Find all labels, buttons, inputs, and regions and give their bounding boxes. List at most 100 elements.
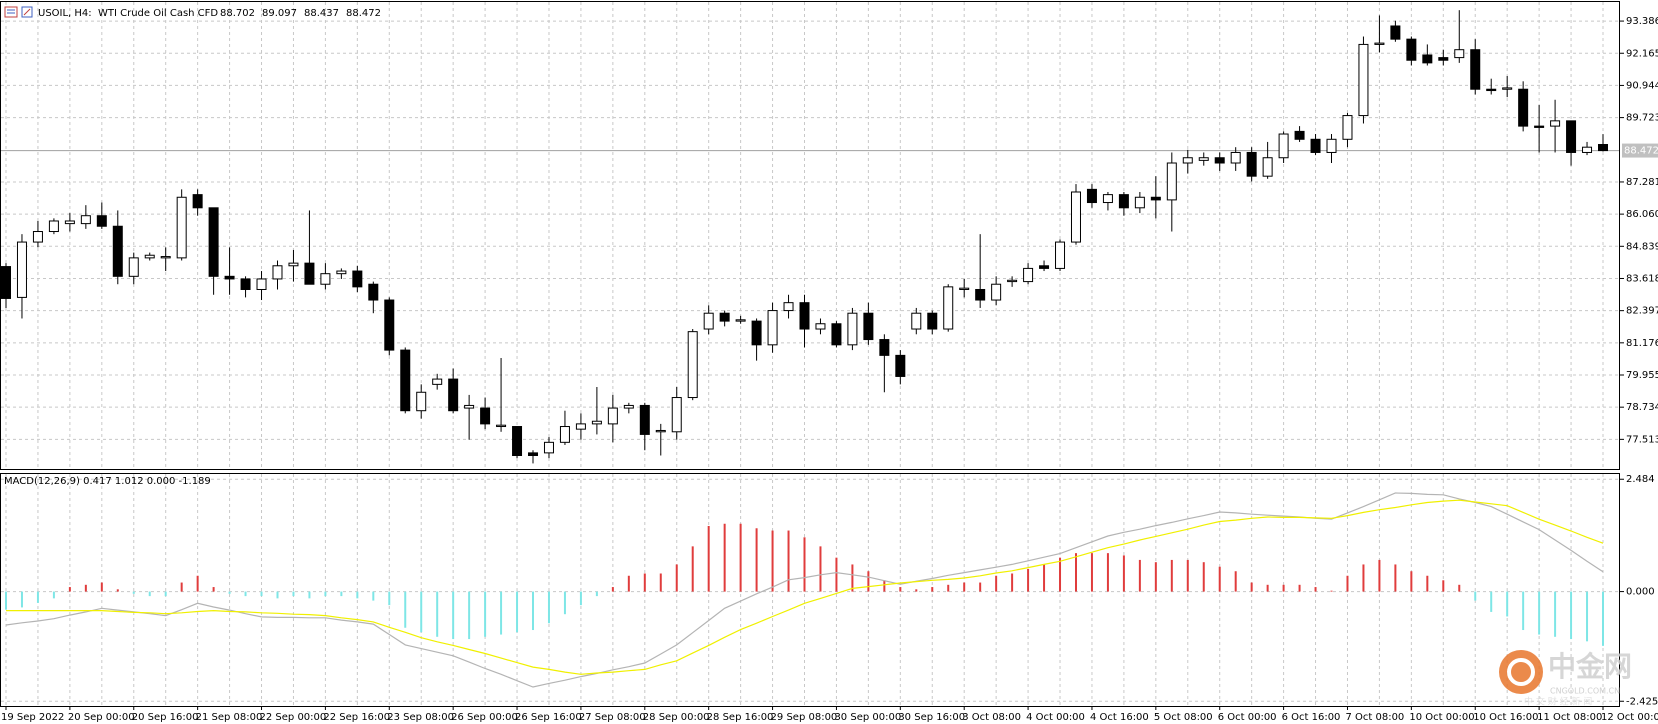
candle-body bbox=[80, 215, 91, 225]
x-tick-label: 28 Sep 16:00 bbox=[707, 712, 774, 723]
icon-box bbox=[4, 6, 18, 18]
candle-body bbox=[128, 257, 139, 277]
candle-body bbox=[735, 319, 746, 322]
x-tick-label: 30 Sep 00:00 bbox=[834, 712, 901, 723]
y-tick-label: 83.618 bbox=[1626, 273, 1658, 284]
watermark-tagline: 中 文 财 经 新 闻 bbox=[1524, 696, 1592, 708]
candle-body bbox=[1470, 49, 1481, 90]
x-tick-label: 11 Oct 08:00 bbox=[1537, 712, 1602, 723]
candle-body bbox=[1246, 151, 1257, 177]
indicator-line bbox=[6, 499, 1604, 675]
icon-line bbox=[23, 8, 31, 16]
x-tick-label: 29 Sep 08:00 bbox=[771, 712, 838, 723]
candle-body bbox=[1294, 130, 1305, 140]
macd-pane-frame bbox=[0, 473, 1620, 707]
candle-body bbox=[879, 339, 890, 356]
candle-body bbox=[528, 452, 539, 457]
candle-body bbox=[863, 312, 874, 341]
candle-body bbox=[1598, 144, 1608, 152]
candle-body bbox=[975, 288, 986, 301]
candle-body bbox=[719, 312, 730, 322]
x-tick-label: 4 Oct 16:00 bbox=[1090, 712, 1149, 723]
candle-body bbox=[1534, 125, 1545, 128]
candle-body bbox=[1230, 151, 1241, 164]
candle-body bbox=[32, 231, 43, 243]
candle-body bbox=[272, 265, 283, 280]
mark-layer bbox=[1, 10, 1620, 688]
candle-body bbox=[1023, 267, 1034, 283]
symbol-description: WTI Crude Oil Cash CFD bbox=[98, 8, 218, 19]
candle-body bbox=[847, 312, 858, 346]
candle-body bbox=[703, 312, 714, 330]
candle-body bbox=[160, 256, 171, 259]
candle-body bbox=[1262, 157, 1273, 177]
y-tick-label: 81.176 bbox=[1626, 338, 1658, 349]
last-price-tag bbox=[1622, 143, 1658, 158]
candle-body bbox=[1406, 38, 1417, 61]
candle-body bbox=[1550, 120, 1561, 127]
x-tick-label: 4 Oct 00:00 bbox=[1026, 712, 1085, 723]
y-tick-label: -2.425 bbox=[1626, 696, 1658, 707]
watermark-text: 中金网 bbox=[1548, 650, 1632, 683]
indicator-label: MACD(12,26,9) 0.417 1.012 0.000 -1.189 bbox=[4, 476, 211, 487]
candle-body bbox=[400, 349, 411, 412]
candle-body bbox=[496, 424, 507, 428]
candle-body bbox=[1, 266, 11, 299]
candle-body bbox=[991, 283, 1002, 301]
x-tick-label: 6 Oct 00:00 bbox=[1218, 712, 1277, 723]
candle-body bbox=[911, 312, 922, 330]
x-tick-label: 21 Sep 08:00 bbox=[196, 712, 263, 723]
candle-body bbox=[288, 262, 299, 267]
candle-body bbox=[767, 310, 778, 346]
x-tick-label: 30 Sep 16:00 bbox=[898, 712, 965, 723]
x-tick-label: 22 Sep 00:00 bbox=[260, 712, 327, 723]
x-tick-label: 22 Sep 16:00 bbox=[323, 712, 390, 723]
candle-body bbox=[799, 302, 810, 330]
symbol-label: USOIL, H4: bbox=[38, 8, 92, 19]
candle-body bbox=[655, 429, 666, 433]
candle-body bbox=[1486, 88, 1497, 92]
candle-body bbox=[1502, 87, 1513, 90]
candle-body bbox=[512, 426, 523, 457]
candle-body bbox=[1055, 241, 1066, 269]
y-tick-label: 79.955 bbox=[1626, 370, 1658, 381]
candle-body bbox=[464, 404, 475, 409]
watermark-logo-inner bbox=[1507, 658, 1535, 686]
candle-body bbox=[16, 241, 27, 298]
candle-body bbox=[607, 407, 618, 425]
candle-body bbox=[144, 254, 155, 259]
candle-body bbox=[927, 312, 938, 330]
x-tick-label: 12 Oct 00:00 bbox=[1601, 712, 1658, 723]
candle-body bbox=[1310, 138, 1321, 153]
candle-body bbox=[304, 262, 315, 285]
x-tick-label: 10 Oct 16:00 bbox=[1473, 712, 1538, 723]
y-tick-label: 2.484 bbox=[1626, 474, 1655, 485]
candle-body bbox=[1214, 157, 1225, 164]
x-tick-label: 26 Sep 00:00 bbox=[451, 712, 518, 723]
candle-body bbox=[1422, 54, 1433, 64]
candle-body bbox=[256, 278, 267, 290]
ohlc-close: 88.472 bbox=[346, 8, 381, 19]
symbol-icon bbox=[4, 6, 33, 18]
candle-body bbox=[1166, 162, 1177, 201]
candle-body bbox=[751, 320, 762, 346]
y-tick-label: 92.165 bbox=[1626, 48, 1658, 59]
candle-body bbox=[320, 273, 331, 285]
y-tick-label: 78.734 bbox=[1626, 402, 1658, 413]
candle-body bbox=[480, 407, 491, 425]
x-tick-label: 6 Oct 16:00 bbox=[1282, 712, 1341, 723]
candle-body bbox=[416, 391, 427, 412]
watermark-logo bbox=[1499, 650, 1543, 694]
x-tick-label: 26 Sep 16:00 bbox=[515, 712, 582, 723]
x-tick-label: 10 Oct 00:00 bbox=[1409, 712, 1474, 723]
candle-body bbox=[1086, 188, 1097, 204]
candle-body bbox=[1342, 115, 1353, 140]
candle-body bbox=[1070, 191, 1081, 243]
candle-body bbox=[1438, 57, 1449, 61]
candle-body bbox=[543, 441, 554, 454]
candle-body bbox=[1118, 194, 1129, 209]
candle-body bbox=[112, 225, 123, 277]
x-tick-label: 20 Sep 00:00 bbox=[68, 712, 135, 723]
